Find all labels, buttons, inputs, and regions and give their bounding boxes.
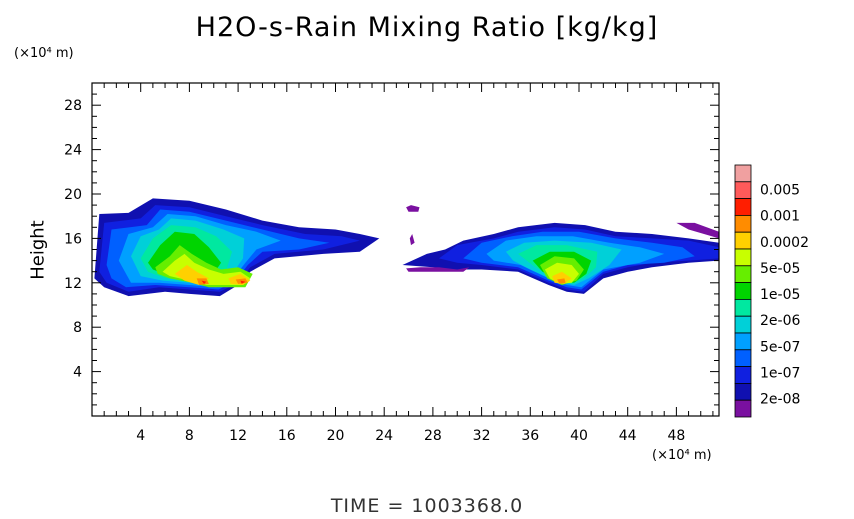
x-tick-label: 8 (185, 428, 194, 444)
contour-region-27 (409, 234, 415, 246)
contour-region-28 (406, 267, 470, 272)
x-tick-label: 20 (327, 428, 345, 444)
y-tick-label: 4 (73, 365, 82, 381)
colorbar-swatch (734, 366, 752, 384)
x-tick-label: 40 (570, 428, 588, 444)
contour-region-13 (201, 280, 207, 284)
y-tick-label: 8 (73, 320, 82, 336)
colorbar-swatch (734, 164, 752, 183)
contour-regions (94, 198, 719, 297)
colorbar: 0.005 0.001 0.0002 5e-05 1e-05 2e-06 5e-07 1e-0… (734, 164, 809, 418)
contour-region-29 (676, 222, 719, 239)
y-axis-unit: (×10⁴ m) (14, 46, 74, 61)
x-tick-label: 44 (619, 428, 637, 444)
colorbar-label: 5e-05 (760, 261, 800, 277)
time-label: TIME = 1003368.0 (330, 495, 524, 517)
chart-title: H2O-s-Rain Mixing Ratio [kg/kg] (195, 12, 659, 43)
contour-region-26 (406, 205, 420, 212)
colorbar-label: 0.0002 (760, 235, 809, 251)
y-tick-label: 12 (64, 276, 82, 292)
colorbar-label: 0.001 (760, 209, 800, 225)
colorbar-swatch (734, 198, 752, 216)
colorbar-swatch (734, 265, 752, 283)
colorbar-swatch (734, 214, 752, 233)
x-tick-label: 48 (667, 428, 685, 444)
colorbar-swatch (734, 315, 752, 334)
colorbar-swatch (734, 298, 752, 317)
colorbar-label: 0.005 (760, 182, 800, 198)
colorbar-label: 2e-08 (760, 392, 800, 408)
colorbar-swatch (734, 181, 752, 200)
x-tick-label: 36 (521, 428, 539, 444)
contour-region-24 (552, 271, 572, 284)
contour-region-25 (557, 278, 566, 284)
colorbar-swatch (734, 349, 752, 367)
colorbar-swatch (734, 282, 752, 300)
x-tick-label: 28 (424, 428, 442, 444)
colorbar-swatch (734, 231, 752, 250)
y-tick-label: 24 (64, 143, 82, 159)
y-tick-label: 20 (64, 187, 82, 203)
x-tick-label: 32 (473, 428, 491, 444)
y-tick-label: 28 (64, 98, 82, 114)
x-tick-label: 12 (229, 428, 247, 444)
x-tick-label: 16 (278, 428, 296, 444)
colorbar-swatch (734, 382, 752, 401)
colorbar-swatch (734, 332, 752, 351)
y-tick-label: 16 (64, 231, 82, 247)
colorbar-label: 1e-05 (760, 287, 800, 303)
x-tick-label: 24 (375, 428, 393, 444)
colorbar-label: 1e-07 (760, 365, 800, 381)
colorbar-swatch (734, 399, 752, 418)
x-axis-unit: (×10⁴ m) (652, 448, 712, 463)
colorbar-swatch (734, 248, 752, 267)
colorbar-label: 5e-07 (760, 339, 800, 355)
colorbar-label: 2e-06 (760, 313, 800, 329)
x-tick-label: 4 (136, 428, 145, 444)
contour-region-14 (240, 280, 246, 284)
